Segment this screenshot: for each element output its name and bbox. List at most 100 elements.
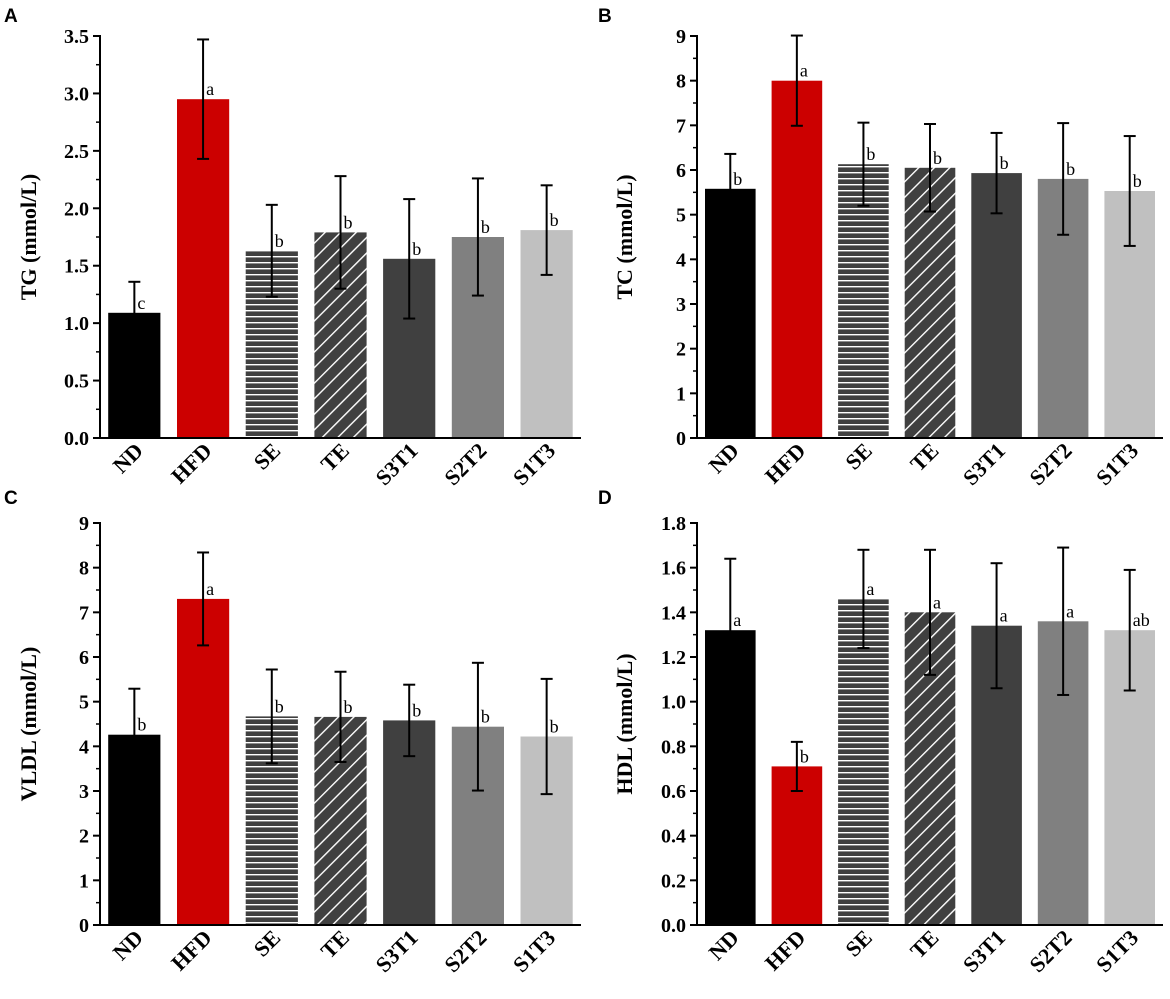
error-bar-nd: [724, 557, 737, 703]
panel-a: Ac ND a HFD b SE b TE b S3T1 b S2T2 b S1T3 0.0 0.5 1.0 1.…: [4, 6, 581, 490]
significance-label: b: [733, 169, 742, 189]
significance-label: b: [412, 700, 421, 720]
category-label-s2t2: S2T2: [1024, 925, 1076, 977]
category-label-s1t3: S1T3: [1091, 438, 1143, 490]
category-label-se: SE: [840, 438, 877, 475]
significance-label: a: [733, 610, 741, 630]
y-tick-label: 0.0: [661, 915, 686, 937]
significance-label: b: [481, 707, 490, 727]
error-bar-se: [265, 668, 278, 765]
y-tick-label: 8: [676, 71, 686, 93]
error-bar-s3t1: [990, 562, 1003, 690]
y-tick-label: 4: [79, 736, 89, 758]
error-bar-s1t3: [540, 677, 553, 796]
error-bar-s1t3: [1123, 135, 1136, 247]
y-tick-label: 1: [79, 870, 89, 892]
significance-label: a: [866, 579, 874, 599]
bar-se: [838, 164, 889, 438]
category-label-hfd: HFD: [166, 438, 217, 489]
y-tick-label: 6: [676, 160, 686, 182]
category-label-se: SE: [249, 925, 286, 962]
category-label-s1t3: S1T3: [508, 925, 560, 977]
category-label-s3t1: S3T1: [958, 925, 1010, 977]
y-tick-label: 2.5: [64, 141, 89, 163]
category-label-nd: ND: [108, 438, 148, 478]
category-label-te: TE: [905, 438, 943, 476]
error-bar-te: [334, 175, 347, 290]
category-label-te: TE: [316, 925, 354, 963]
category-label-s2t2: S2T2: [1024, 438, 1076, 490]
error-bar-te: [924, 548, 936, 676]
panel-letter: B: [598, 6, 612, 27]
y-axis-title: TC (mmol/L): [612, 174, 637, 299]
error-bar-s1t3: [1123, 568, 1136, 692]
significance-label: a: [1066, 601, 1074, 621]
y-axis-title: TG (mmol/L): [16, 174, 41, 301]
y-tick-label: 6: [79, 647, 89, 669]
error-bar-se: [857, 121, 870, 207]
y-tick-label: 0.4: [661, 826, 686, 848]
category-label-nd: ND: [704, 925, 744, 965]
bar-hfd: [177, 598, 230, 925]
error-bar-nd: [724, 152, 737, 225]
panel-letter: D: [598, 488, 612, 509]
significance-label: a: [933, 592, 941, 612]
category-label-nd: ND: [704, 438, 744, 478]
significance-label: b: [550, 717, 559, 737]
bar-se: [838, 598, 889, 925]
y-tick-label: 0.2: [661, 870, 686, 892]
bar-hfd: [771, 766, 823, 925]
error-bar-se: [857, 548, 870, 650]
error-bar-hfd: [790, 34, 803, 127]
significance-label: b: [550, 210, 559, 230]
significance-label: b: [1133, 171, 1142, 191]
significance-label: b: [800, 746, 809, 766]
bar-te: [904, 167, 956, 439]
y-tick-label: 7: [676, 115, 686, 137]
error-bar-s2t2: [1057, 546, 1070, 696]
significance-label: b: [137, 715, 146, 735]
error-bar-s2t2: [471, 661, 484, 792]
y-axis-title: HDL (mmol/L): [612, 653, 637, 794]
significance-label: b: [344, 212, 353, 232]
category-label-se: SE: [249, 438, 286, 475]
category-label-se: SE: [840, 925, 877, 962]
significance-label: a: [206, 79, 214, 99]
y-tick-label: 0: [79, 915, 89, 937]
y-tick-label: 0.0: [64, 428, 89, 450]
significance-label: b: [481, 217, 490, 237]
y-tick-label: 9: [79, 513, 89, 535]
y-axis-title: VLDL (mmol/L): [16, 647, 41, 802]
panels: Ac ND a HFD b SE b TE b S3T1 b S2T2 b S1T3 0.0 0.5 1.0 1.…: [4, 6, 1163, 977]
category-label-hfd: HFD: [760, 438, 811, 489]
significance-label: b: [1066, 159, 1075, 179]
error-bar-s1t3: [540, 184, 553, 276]
y-tick-label: 2: [676, 339, 686, 361]
significance-label: b: [866, 144, 875, 164]
y-tick-label: 1.0: [64, 313, 89, 335]
y-tick-label: 3.0: [64, 83, 89, 105]
y-tick-label: 5: [676, 205, 686, 227]
y-tick-label: 1.5: [64, 256, 89, 278]
error-bar-s2t2: [1057, 122, 1070, 236]
panel-b: Bb ND a HFD b SE b TE b S3T1 b S2T2 b S1T3 0 1 2 3 4 5 6 7 8 9 T…: [598, 6, 1163, 490]
bar-s3t1: [971, 173, 1022, 438]
significance-label: b: [933, 148, 942, 168]
y-tick-label: 8: [79, 558, 89, 580]
error-bar-s3t1: [403, 683, 416, 758]
category-label-hfd: HFD: [760, 925, 811, 976]
significance-label: ab: [1133, 610, 1150, 630]
error-bar-te: [334, 670, 347, 763]
y-tick-label: 1.0: [661, 692, 686, 714]
y-tick-label: 1.2: [661, 647, 686, 669]
y-tick-label: 0.6: [661, 781, 686, 803]
category-label-s2t2: S2T2: [439, 438, 491, 490]
y-tick-label: 0.5: [64, 371, 89, 393]
category-label-te: TE: [905, 925, 943, 963]
panel-letter: A: [4, 6, 18, 27]
category-label-s3t1: S3T1: [370, 438, 422, 490]
y-tick-label: 7: [79, 602, 89, 624]
significance-label: b: [275, 696, 284, 716]
significance-label: b: [412, 239, 421, 259]
